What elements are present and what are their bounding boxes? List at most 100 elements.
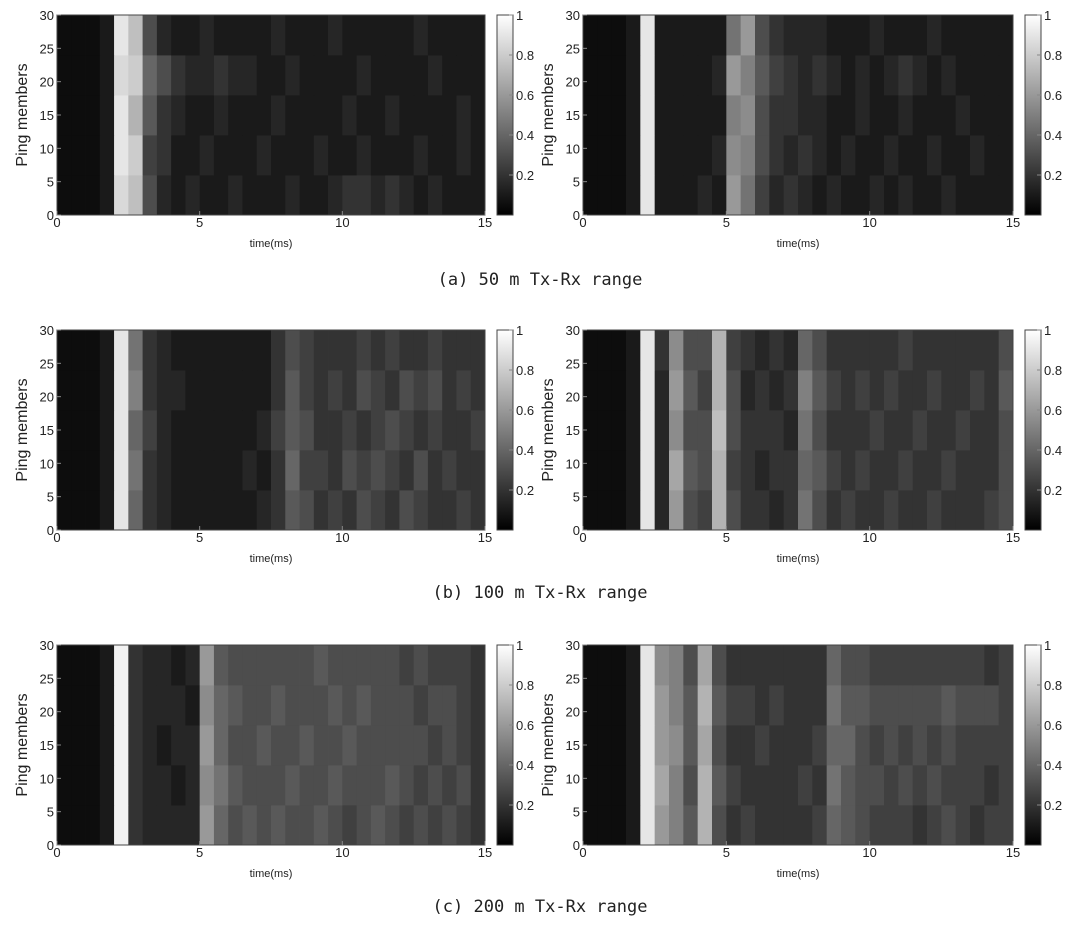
heat-cell [100, 135, 115, 175]
heat-cell [698, 725, 713, 765]
x-tick-label: 15 [1006, 530, 1020, 545]
heat-cell [755, 370, 770, 410]
heat-cell [927, 370, 942, 410]
heat-cell [669, 370, 684, 410]
heat-cell [228, 330, 243, 370]
heat-cell [300, 15, 315, 55]
heat-cell [669, 55, 684, 95]
heat-cell [827, 15, 842, 55]
heat-cell [442, 15, 457, 55]
heat-cell [784, 645, 799, 685]
heat-cell [257, 765, 272, 805]
heat-cell [841, 410, 856, 450]
heat-cell [683, 805, 698, 845]
heat-cell [683, 765, 698, 805]
heat-cell [385, 685, 400, 725]
colorbar-tick-label: 0.2 [516, 798, 534, 813]
heat-cell [399, 330, 414, 370]
heat-cell [669, 175, 684, 215]
heat-cell [357, 55, 372, 95]
y-tick-label: 5 [573, 490, 580, 505]
heat-cell [428, 645, 443, 685]
heat-cell [698, 370, 713, 410]
heat-cell [200, 175, 215, 215]
heat-cell [257, 370, 272, 410]
heat-cell [342, 765, 357, 805]
heat-cell [399, 645, 414, 685]
heat-cell [698, 15, 713, 55]
heat-cell [855, 410, 870, 450]
heat-cell [855, 765, 870, 805]
heat-cell [86, 330, 101, 370]
heat-cell [214, 450, 229, 490]
heat-cell [143, 805, 158, 845]
heat-cell [86, 135, 101, 175]
heat-cell [143, 645, 158, 685]
heat-cell [185, 805, 200, 845]
heat-cell [471, 490, 486, 530]
x-tick-label: 10 [862, 215, 876, 230]
y-tick-label: 10 [40, 141, 54, 156]
heat-cell [228, 805, 243, 845]
heat-cell [884, 645, 899, 685]
heat-cell [956, 765, 971, 805]
heat-cell [100, 645, 115, 685]
heat-cell [970, 490, 985, 530]
y-tick-label: 20 [566, 390, 580, 405]
heat-cell [726, 330, 741, 370]
heat-cell [328, 135, 343, 175]
heat-cell [428, 330, 443, 370]
heat-cell [884, 135, 899, 175]
colorbar-tick-label: 0.4 [516, 443, 534, 458]
heat-cell [471, 645, 486, 685]
heat-cell [984, 55, 999, 95]
heat-cell [669, 15, 684, 55]
heat-cell [712, 55, 727, 95]
heat-cell [683, 95, 698, 135]
x-tick-label: 10 [862, 845, 876, 860]
heat-cell [712, 15, 727, 55]
heat-cell [285, 450, 300, 490]
heat-cell [371, 725, 386, 765]
heat-cell [712, 725, 727, 765]
y-tick-label: 5 [47, 805, 54, 820]
heat-cell [597, 135, 612, 175]
colorbar-tick-label: 0.8 [1044, 48, 1062, 63]
heat-cell [999, 370, 1014, 410]
heat-cell [328, 95, 343, 135]
heat-cell [86, 95, 101, 135]
heat-cell [812, 725, 827, 765]
heat-cell [157, 95, 172, 135]
heat-cell [257, 135, 272, 175]
heat-cell [214, 410, 229, 450]
heat-cell [157, 450, 172, 490]
heat-cell [870, 450, 885, 490]
heat-cell [100, 765, 115, 805]
heat-cell [271, 725, 286, 765]
heat-cell [597, 410, 612, 450]
heat-cell [257, 725, 272, 765]
heat-cell [57, 55, 72, 95]
heat-cell [984, 135, 999, 175]
heat-cell [712, 175, 727, 215]
heat-cell [442, 725, 457, 765]
heat-cell [999, 490, 1014, 530]
heat-cell [471, 15, 486, 55]
heat-cell [612, 805, 627, 845]
heat-cell [898, 450, 913, 490]
heat-cell [328, 175, 343, 215]
heat-cell [128, 135, 143, 175]
heat-cell [157, 765, 172, 805]
y-axis-label: Ping members [540, 63, 557, 166]
heat-cell [755, 685, 770, 725]
heat-cell [827, 805, 842, 845]
heat-cell [655, 805, 670, 845]
heat-cell [471, 725, 486, 765]
heat-cell [956, 645, 971, 685]
heat-cell [200, 725, 215, 765]
colorbar-tick-label: 1 [516, 323, 523, 338]
heat-cell [913, 370, 928, 410]
heat-cell [999, 765, 1014, 805]
heat-cell [741, 135, 756, 175]
heat-cell [314, 330, 329, 370]
